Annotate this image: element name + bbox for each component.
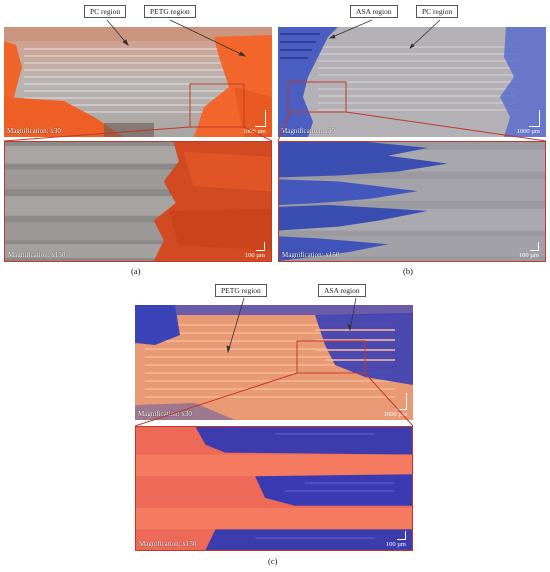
scale-bar-label: 100 µm [385, 541, 406, 548]
scale-bar-label: 100 µm [518, 252, 539, 259]
scale-bar-label: 1000 µm [242, 128, 266, 135]
magnification-label: Magnification: x150 [282, 251, 340, 259]
scale-bar: 100 µm [386, 531, 406, 548]
caption-a: (a) [131, 266, 141, 276]
panel-a-bottom-micrograph: Magnification: x150 100 µm [4, 141, 272, 262]
callout-asa-region: ASA region [318, 284, 366, 297]
panel-a-top-micrograph: Magnification: x30 1000 µm [4, 27, 272, 137]
magnification-label: Magnification: x30 [138, 410, 192, 418]
scale-bar: 1000 µm [384, 393, 407, 418]
scale-bar: 100 µm [519, 242, 539, 259]
magnification-label: Magnification: x30 [281, 127, 335, 135]
scale-bar: 1000 µm [517, 110, 540, 135]
caption-b: (b) [403, 266, 413, 276]
panel-c-top-micrograph: Magnification: x30 1000 µm [135, 305, 413, 420]
scale-bar: 1000 µm [243, 110, 266, 135]
panel-c-bottom-micrograph: Magnification: x150 100 µm [135, 426, 413, 551]
callout-asa-region: ASA region [350, 5, 398, 18]
magnification-label: Magnification: x150 [8, 251, 66, 259]
callout-pc-region: PC region [84, 5, 127, 18]
scale-bar-label: 1000 µm [383, 411, 407, 418]
callout-petg-region: PETG region [144, 5, 196, 18]
panel-b-top-micrograph: Magnification: x30 1000 µm [278, 27, 546, 137]
panel-b-bottom-micrograph: Magnification: x150 100 µm [278, 141, 546, 262]
callout-petg-region: PETG region [215, 284, 267, 297]
scale-bar-label: 100 µm [244, 252, 265, 259]
magnification-label: Magnification: x30 [7, 127, 61, 135]
caption-c: (c) [268, 556, 278, 566]
magnification-label: Magnification: x150 [139, 540, 197, 548]
scale-bar: 100 µm [245, 242, 265, 259]
callout-pc-region: PC region [416, 5, 459, 18]
scale-bar-label: 1000 µm [516, 128, 540, 135]
